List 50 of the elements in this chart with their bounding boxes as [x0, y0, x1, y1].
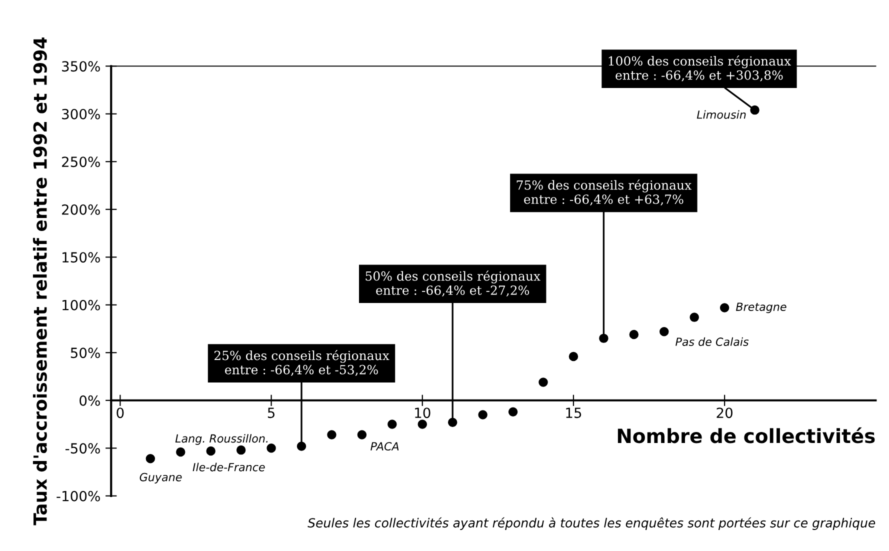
annotation: 50% des conseils régionaux entre : -66,4% et -27,2%	[366, 270, 540, 296]
annotation: Pas de Calais	[676, 337, 749, 346]
annotation: 25% des conseils régionaux entre : -66,4% et -53,2%	[214, 350, 390, 376]
point	[266, 444, 276, 453]
point	[388, 420, 397, 429]
y-tick-label: 0%	[80, 395, 100, 406]
y-tick-label: 50%	[70, 348, 100, 358]
point	[660, 327, 669, 336]
point	[146, 454, 156, 464]
x-tick-label: 15	[566, 408, 582, 418]
text: Seules les collectivités ayant répondu à toutes les enquêtes sont portées sur ce graphique	[308, 517, 876, 530]
annotation: Bretagne	[736, 302, 786, 314]
annotation: 75% des conseils régionaux entre : -66,4% et +63,7%	[516, 180, 692, 206]
x-tick-label: 5	[268, 408, 274, 418]
annotation: 100% des conseils régionaux entre : -66,4% et +303,8%	[608, 56, 791, 82]
y-tick-label: -50%	[66, 443, 100, 454]
point	[538, 378, 548, 387]
y-tick-label: 350%	[62, 61, 100, 72]
point	[568, 352, 578, 362]
annotation: PACA	[370, 442, 399, 450]
x-tick-label: 20	[716, 408, 732, 418]
y-tick-label: 150%	[62, 252, 100, 263]
y-tick-label: 200%	[62, 204, 100, 215]
y-tick-label: 100%	[62, 300, 100, 310]
point	[448, 418, 458, 427]
x-axis-title: Nombre de collectivités	[618, 427, 875, 444]
point	[599, 334, 608, 343]
point	[206, 446, 216, 456]
y-tick-label: 250%	[62, 156, 100, 168]
point	[750, 105, 760, 115]
point	[478, 410, 488, 420]
annotation: Ile-de-France	[192, 462, 265, 472]
annotation: Limousin	[696, 110, 746, 119]
point	[327, 430, 336, 440]
point	[418, 420, 428, 429]
x-tick-label: 0	[116, 408, 124, 418]
y-tick-label: -100%	[56, 490, 100, 502]
point	[629, 330, 639, 340]
point	[690, 312, 699, 322]
point	[508, 407, 518, 416]
annotation: Lang. Roussillon.	[175, 434, 268, 445]
y-axis-title: Taux d'accroissement relatif entre 1992 et 1994	[32, 38, 47, 526]
point	[176, 447, 186, 457]
point	[720, 303, 730, 312]
point	[236, 445, 246, 455]
annotation: Guyane	[140, 472, 182, 484]
y-tick-label: 300%	[62, 108, 100, 120]
point	[357, 430, 367, 440]
x-tick-label: 10	[415, 408, 430, 418]
point	[296, 442, 306, 451]
